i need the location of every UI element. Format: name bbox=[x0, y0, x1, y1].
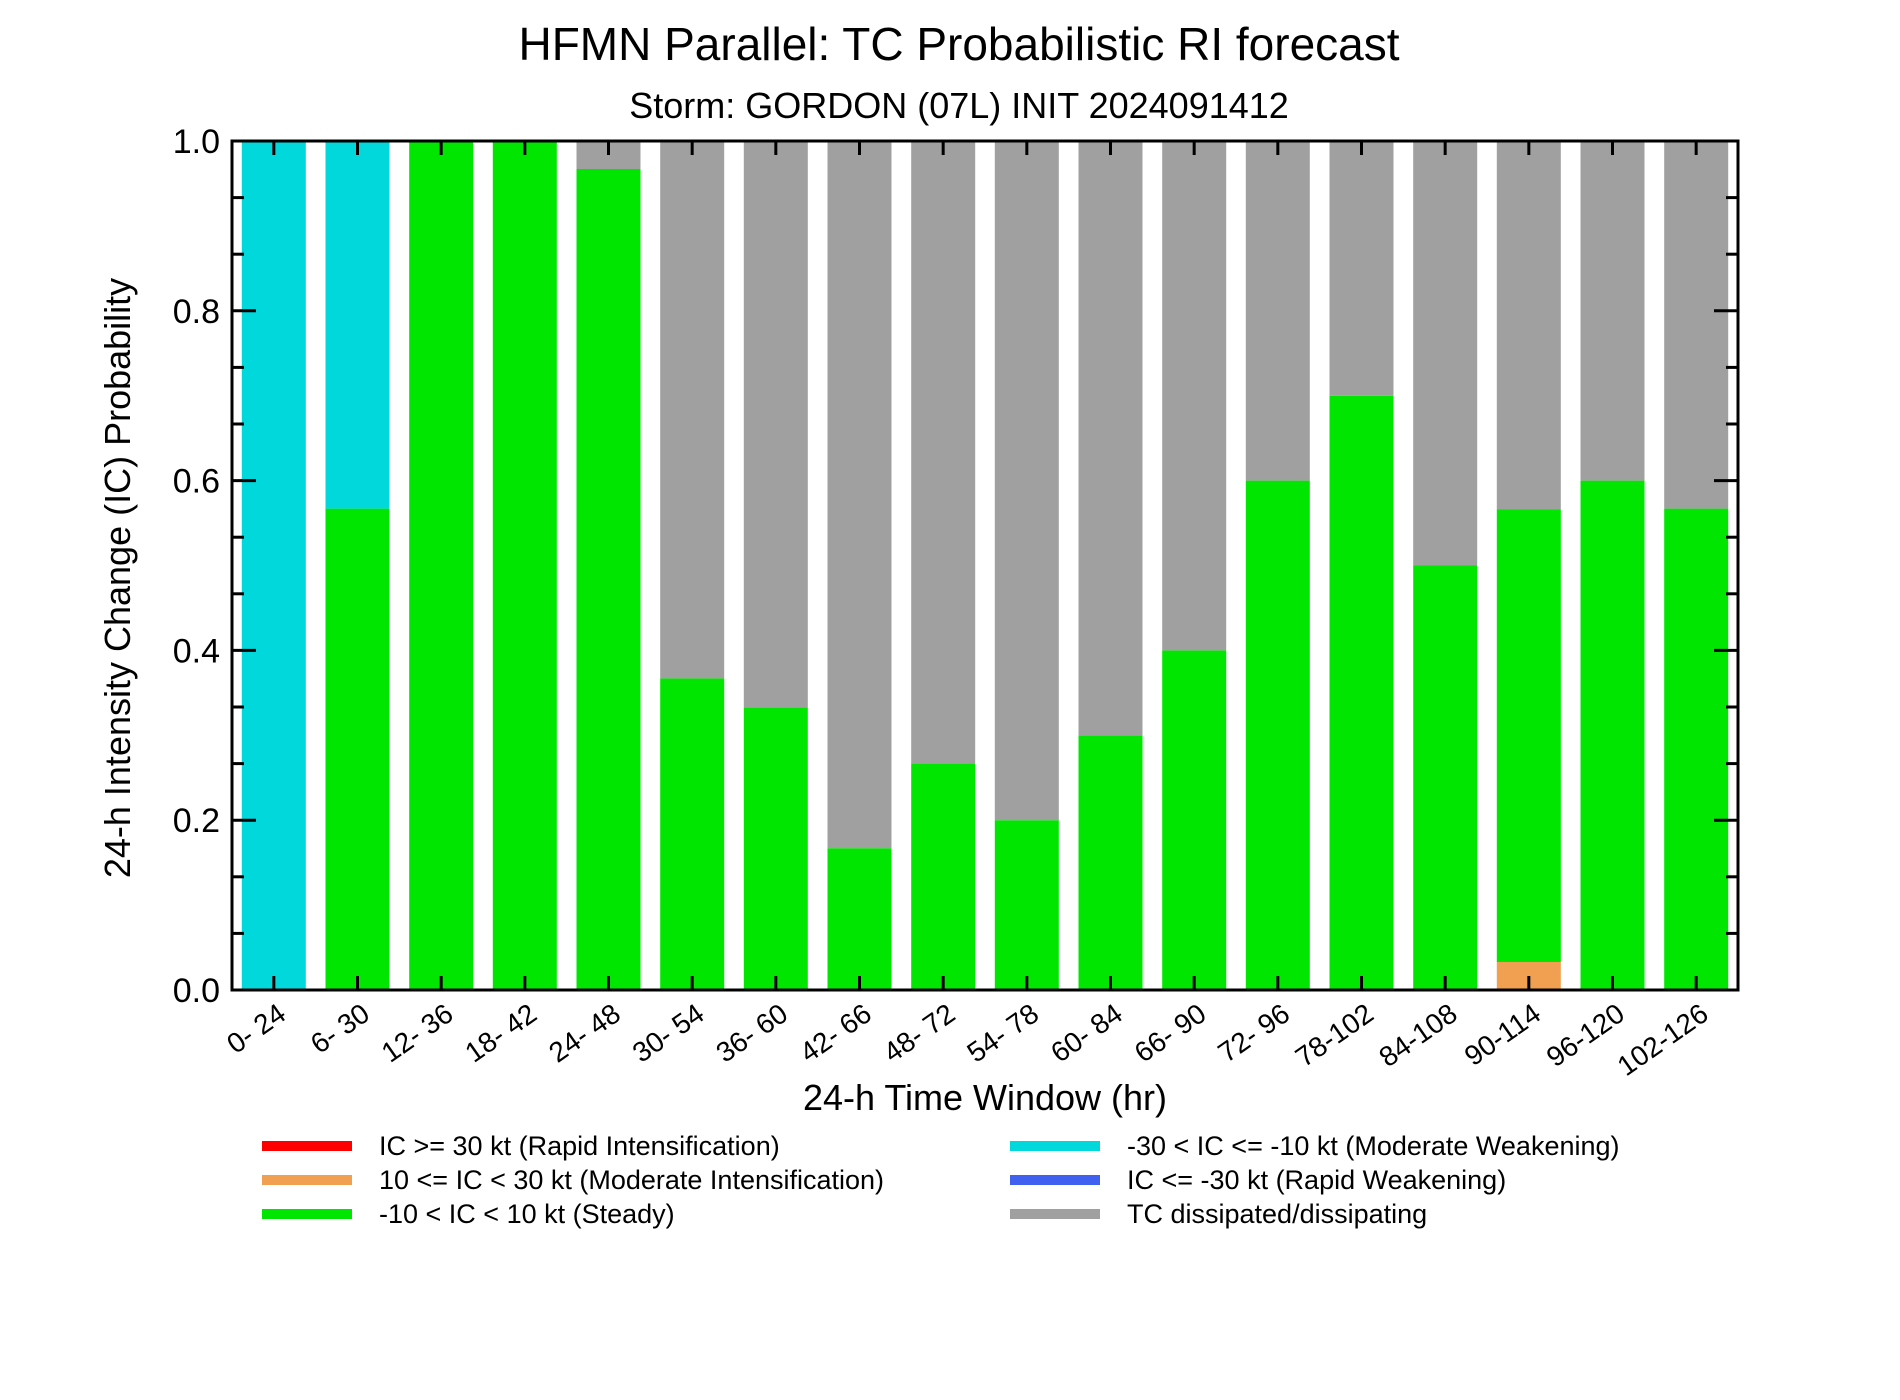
bar-segment bbox=[1245, 480, 1310, 990]
x-axis-label: 24-h Time Window (hr) bbox=[803, 1077, 1167, 1118]
x-tick-label: 72- 96 bbox=[1212, 998, 1295, 1069]
x-tick-label: 18- 42 bbox=[459, 998, 542, 1069]
bar-segment bbox=[1078, 735, 1143, 990]
y-tick-label: 0.4 bbox=[173, 632, 220, 670]
y-tick-label: 0.0 bbox=[173, 972, 220, 1010]
bar-segment bbox=[1580, 480, 1645, 990]
x-tick-label: 78-102 bbox=[1290, 998, 1379, 1073]
x-tick-label: 54- 78 bbox=[961, 998, 1044, 1069]
bar-segment bbox=[1329, 395, 1394, 990]
legend-swatch bbox=[262, 1209, 352, 1219]
legend-label: -10 < IC < 10 kt (Steady) bbox=[379, 1199, 675, 1229]
bar-segment bbox=[1162, 650, 1227, 990]
x-tick-label: 66- 90 bbox=[1129, 998, 1212, 1069]
bar-segment bbox=[1413, 141, 1478, 566]
legend-label: IC <= -30 kt (Rapid Weakening) bbox=[1127, 1165, 1507, 1195]
legend-label: 10 <= IC < 30 kt (Moderate Intensificati… bbox=[379, 1165, 885, 1195]
x-tick-label: 84-108 bbox=[1373, 998, 1462, 1073]
legend-swatch bbox=[1010, 1141, 1100, 1151]
legend-swatch bbox=[262, 1141, 352, 1151]
legend-swatch bbox=[1010, 1209, 1100, 1219]
bar-segment bbox=[911, 763, 976, 990]
bar-segment bbox=[1496, 509, 1561, 962]
bar-segment bbox=[1329, 141, 1394, 396]
y-tick-label: 0.6 bbox=[173, 463, 220, 501]
y-tick-label: 1.0 bbox=[173, 123, 220, 161]
plot-frame bbox=[230, 139, 1740, 992]
x-tick-label: 0- 24 bbox=[221, 998, 291, 1060]
bar-segment bbox=[1078, 141, 1143, 736]
bar-segment bbox=[743, 707, 808, 990]
bar-segment bbox=[241, 141, 306, 990]
x-tick-label: 6- 30 bbox=[305, 998, 375, 1060]
bar-segment bbox=[911, 141, 976, 764]
x-tick-label: 102-126 bbox=[1612, 998, 1714, 1082]
bar-segment bbox=[1664, 508, 1729, 990]
legend-label: IC >= 30 kt (Rapid Intensification) bbox=[379, 1131, 780, 1161]
bar-segment bbox=[1413, 565, 1478, 990]
x-tick-label: 60- 84 bbox=[1045, 998, 1128, 1069]
bar-segment bbox=[409, 141, 474, 990]
x-tick-label: 24- 48 bbox=[543, 998, 626, 1069]
x-tick-label: 90-114 bbox=[1459, 998, 1546, 1072]
x-tick-label: 36- 60 bbox=[710, 998, 793, 1069]
legend-label: -30 < IC <= -10 kt (Moderate Weakening) bbox=[1127, 1131, 1620, 1161]
bar-segment bbox=[1245, 141, 1310, 481]
x-tick-label: 42- 66 bbox=[794, 998, 877, 1069]
bar-segment bbox=[994, 141, 1059, 821]
x-tick-label: 48- 72 bbox=[878, 998, 961, 1069]
bar-segment bbox=[325, 508, 390, 990]
x-tick-label: 12- 36 bbox=[376, 998, 459, 1069]
bar-segment bbox=[827, 141, 892, 849]
y-tick-label: 0.2 bbox=[173, 802, 220, 840]
bars-layer bbox=[241, 141, 1729, 990]
bar-segment bbox=[994, 820, 1059, 990]
y-axis-label: 24-h Intensity Change (IC) Probability bbox=[97, 278, 138, 878]
x-tick-label: 30- 54 bbox=[627, 998, 710, 1069]
legend-label: TC dissipated/dissipating bbox=[1127, 1199, 1428, 1229]
chart-title: HFMN Parallel: TC Probabilistic RI forec… bbox=[518, 18, 1399, 70]
chart-subtitle: Storm: GORDON (07L) INIT 2024091412 bbox=[629, 85, 1289, 126]
bar-segment bbox=[1162, 141, 1227, 651]
legend-swatch bbox=[262, 1175, 352, 1185]
bar-segment bbox=[1496, 141, 1561, 510]
bar-segment bbox=[827, 848, 892, 990]
bar-segment bbox=[1580, 141, 1645, 481]
bar-segment bbox=[576, 169, 641, 990]
bar-segment bbox=[325, 141, 390, 509]
y-tick-label: 0.8 bbox=[173, 293, 220, 331]
bar-segment bbox=[492, 141, 557, 990]
bar-segment bbox=[660, 678, 725, 990]
legend-swatch bbox=[1010, 1175, 1100, 1185]
bar-segment bbox=[1664, 141, 1729, 509]
bar-segment bbox=[743, 141, 808, 708]
bar-segment bbox=[660, 141, 725, 679]
